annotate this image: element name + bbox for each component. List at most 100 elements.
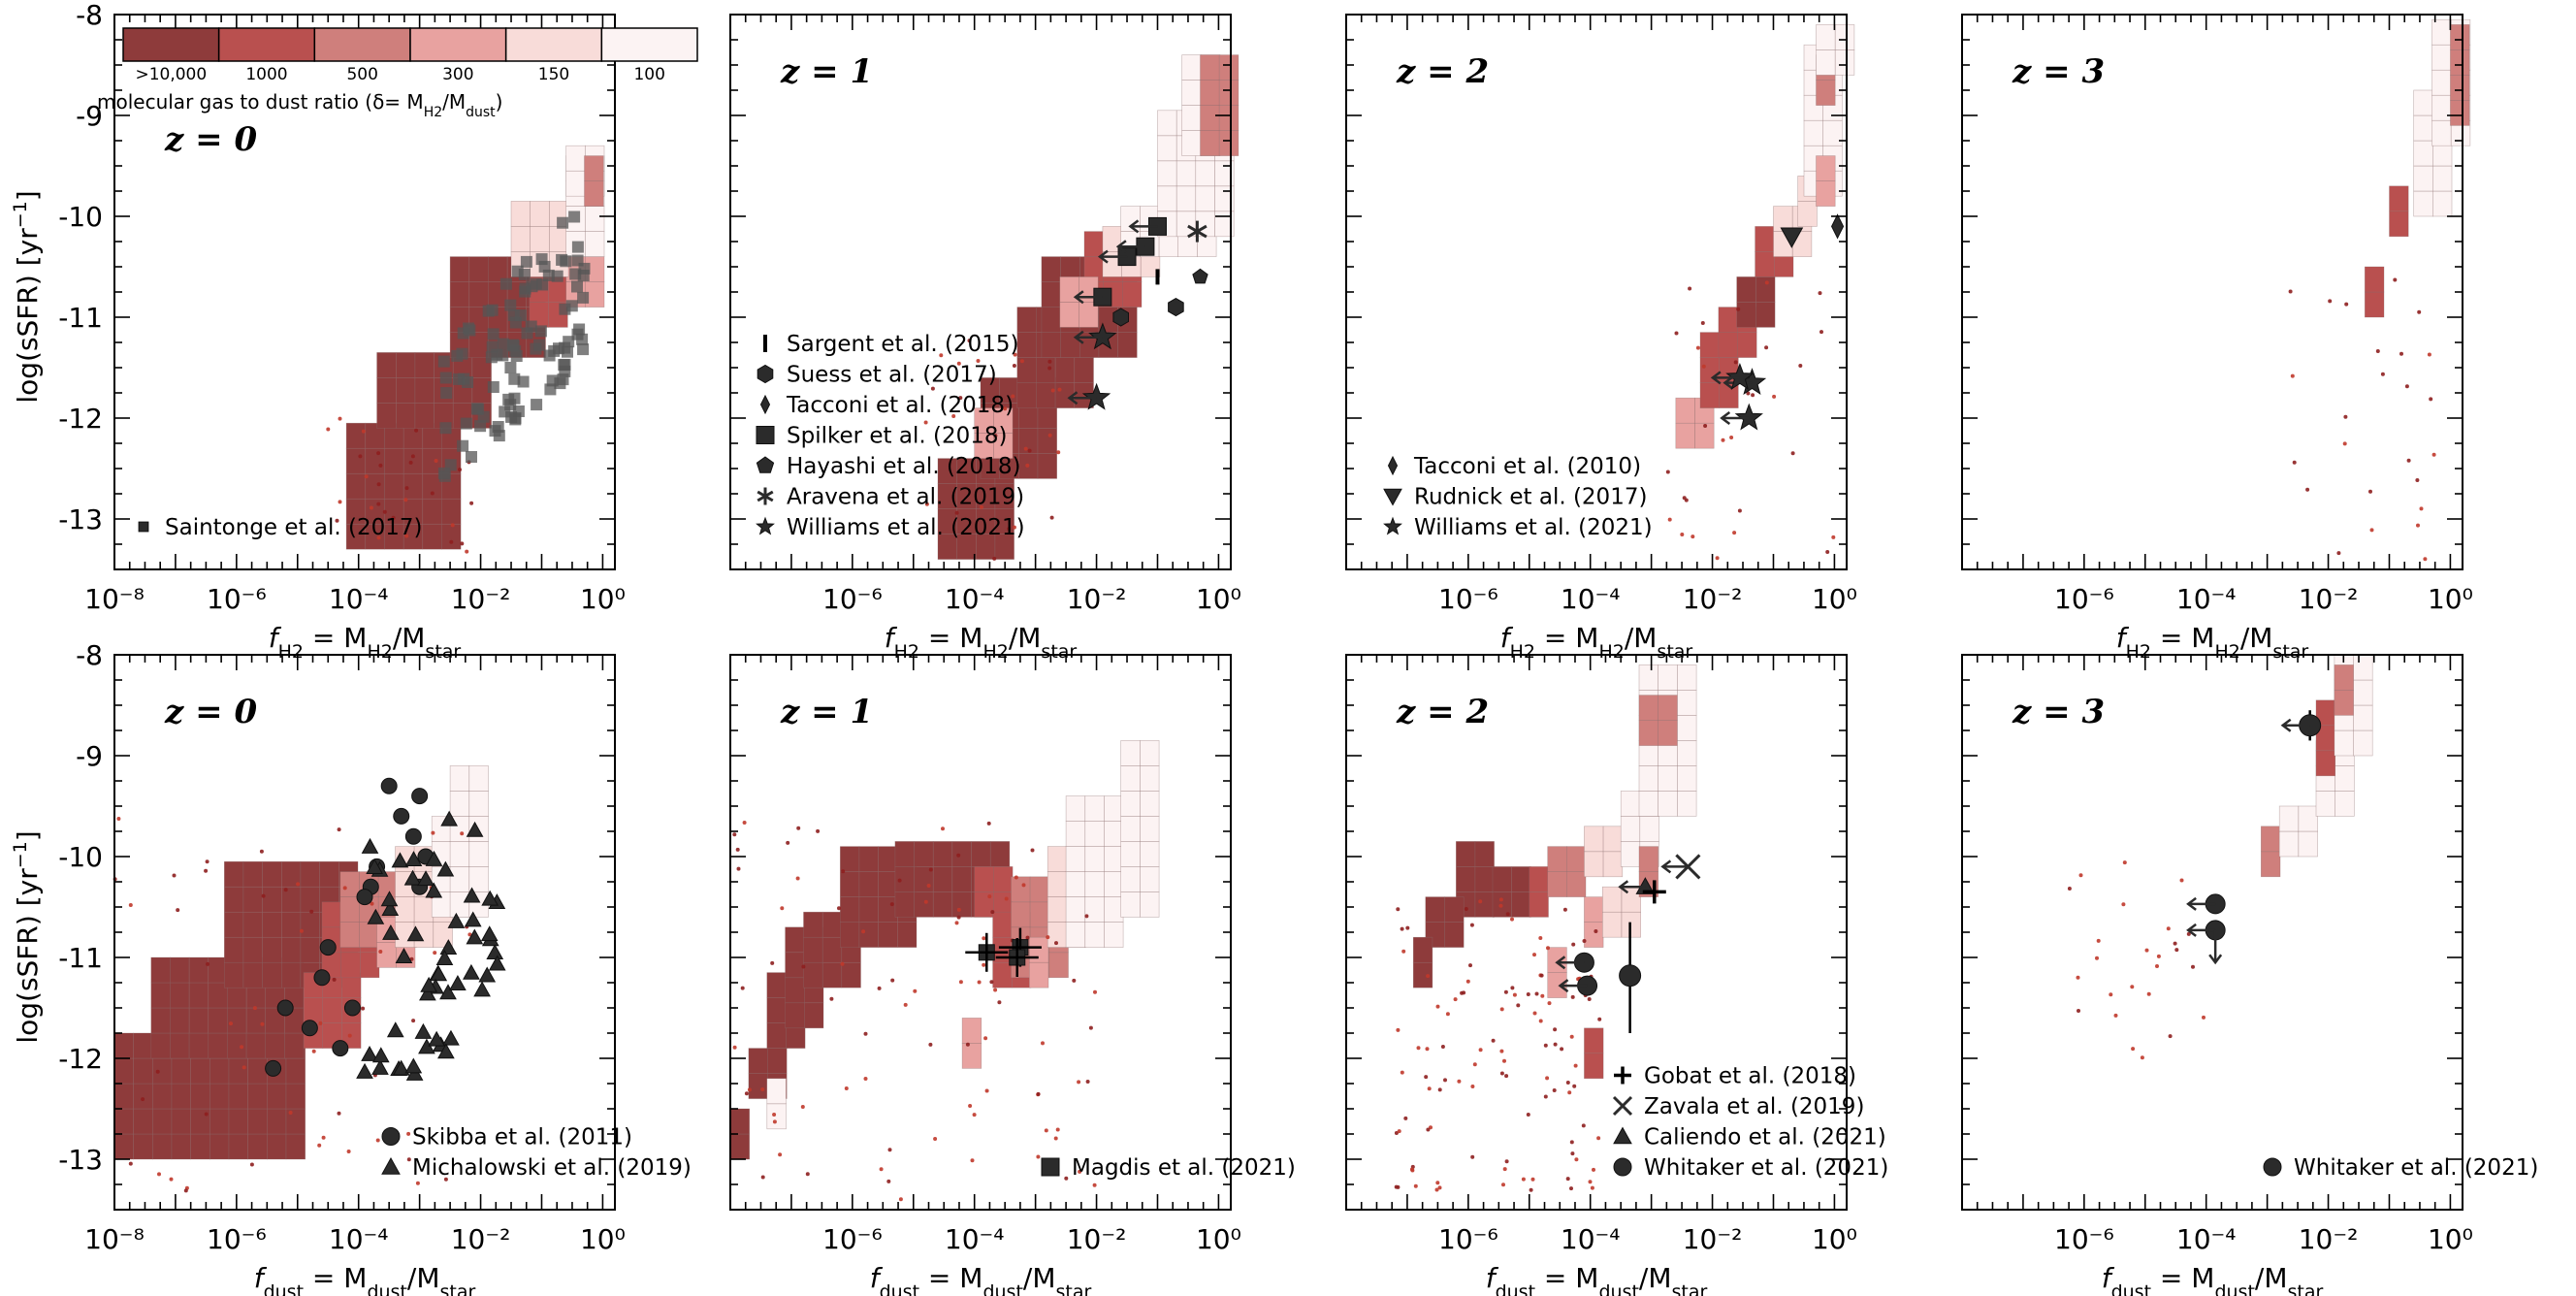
heat-cell [1029, 901, 1050, 928]
scatter-dot [2140, 1055, 2144, 1060]
scatter-dot [157, 1172, 161, 1177]
heat-cell [821, 961, 843, 988]
legend-marker [756, 426, 775, 444]
heat-cell [245, 1007, 267, 1034]
scatter-dot [326, 427, 331, 432]
scatter-dot [376, 451, 381, 456]
heat-cell [1140, 791, 1160, 817]
arrow-head [1115, 240, 1127, 254]
scatter-dot [816, 828, 821, 833]
scatter-dot [1453, 997, 1458, 1002]
scatter-dot [1746, 391, 1751, 396]
heat-cell [1011, 901, 1031, 928]
scatter-dot [1502, 1167, 1507, 1172]
obs-michalowski-shape [404, 1057, 423, 1074]
scatter-dot [1532, 1011, 1537, 1016]
heat-cell [359, 952, 380, 979]
heat-cell [748, 1048, 768, 1074]
scatter-dot [431, 830, 435, 835]
scatter-dot [903, 1002, 908, 1007]
heat-cell [113, 1108, 135, 1135]
x-axis-label: fH2 = MH2/Mstar [2116, 622, 2309, 663]
heat-cell [1456, 841, 1476, 867]
colorbar-label: >10,000 [135, 65, 207, 84]
heat-cell [224, 886, 244, 913]
scatter-dot [732, 832, 737, 837]
scatter-dot [1521, 1177, 1526, 1182]
obs-saintonge [546, 374, 559, 387]
heat-cell [894, 866, 915, 892]
heat-cell [449, 281, 470, 308]
upper-limit-arrow [1073, 330, 1103, 344]
legend-label: Saintonge et al. (2017) [165, 515, 422, 540]
obs-michalowski [425, 882, 443, 898]
obs-saintonge [576, 333, 589, 345]
obs-saintonge [499, 405, 511, 418]
obs-skibba [319, 939, 337, 956]
heat-cell [113, 1057, 135, 1085]
scatter-dot [1464, 907, 1468, 911]
scatter-dot [1831, 535, 1836, 539]
heat-cell [1140, 866, 1160, 892]
obs-michalowski-shape [466, 928, 484, 945]
heat-cell [565, 170, 586, 197]
scatter-dot [2406, 458, 2411, 463]
heat-cell [1104, 846, 1124, 872]
obs-skibba [404, 827, 422, 845]
heat-cell [1084, 795, 1105, 822]
heat-cell [113, 1032, 135, 1059]
scatter-dot [2375, 349, 2380, 353]
obs-saintonge [571, 280, 583, 293]
x-tick-label: 10⁰ [1196, 583, 1241, 615]
obs-whitaker-shape [1619, 964, 1642, 988]
scatter-dot [155, 1069, 160, 1074]
obs-michalowski-shape [466, 821, 484, 837]
heat-cell [113, 1133, 135, 1160]
heat-cell [339, 896, 360, 923]
heat-cell [449, 891, 470, 918]
heat-cell [878, 922, 898, 948]
upper-limit-arrow [1720, 411, 1750, 425]
obs-michalowski [418, 1038, 435, 1054]
heat-cell [228, 1083, 249, 1110]
heat-cell [1065, 821, 1086, 847]
legend-marker-shape [1613, 1157, 1632, 1177]
obs-williams-shape [1725, 362, 1755, 390]
heat-cell [1677, 715, 1697, 741]
scatter-dot [1526, 1113, 1530, 1117]
heat-cell [321, 901, 342, 928]
scatter-dot [2131, 1047, 2136, 1052]
scatter-dot [317, 1143, 322, 1148]
scatter-dot [1588, 1180, 1593, 1184]
scatter-dot [1425, 1047, 1430, 1052]
heat-cell [303, 997, 324, 1023]
heat-cell [729, 1108, 751, 1135]
scatter-dot [1499, 1007, 1504, 1012]
heat-cell [285, 1133, 306, 1160]
heat-cell [1140, 816, 1160, 842]
scatter-dot [2417, 309, 2422, 314]
scatter-dot [332, 977, 337, 982]
scatter-dot [928, 1042, 933, 1047]
scatter-dot [1553, 1027, 1558, 1032]
scatter-dot [889, 902, 894, 907]
heat-cell [339, 922, 360, 948]
heat-cell [2389, 185, 2409, 212]
heat-cell [413, 896, 435, 923]
heat-cell [414, 377, 435, 404]
scatter-dot [335, 518, 339, 523]
legend-label: Magdis et al. (2021) [1072, 1155, 1296, 1181]
obs-skibba [265, 1059, 282, 1077]
scatter-dot [840, 961, 845, 966]
scatter-dot [972, 1113, 977, 1118]
heat-cell [265, 1032, 285, 1059]
obs-aravena-shape [1187, 224, 1208, 239]
obs-skibba [343, 999, 361, 1017]
obs-saintonge [573, 323, 586, 336]
obs-skibba-shape [301, 1020, 318, 1037]
obs-michalowski-shape [414, 1022, 433, 1039]
obs-michalowski-shape [380, 891, 399, 907]
heat-cell [376, 352, 397, 378]
obs-sargent [1155, 269, 1160, 285]
x-tick-label: 10⁻² [2299, 583, 2359, 615]
